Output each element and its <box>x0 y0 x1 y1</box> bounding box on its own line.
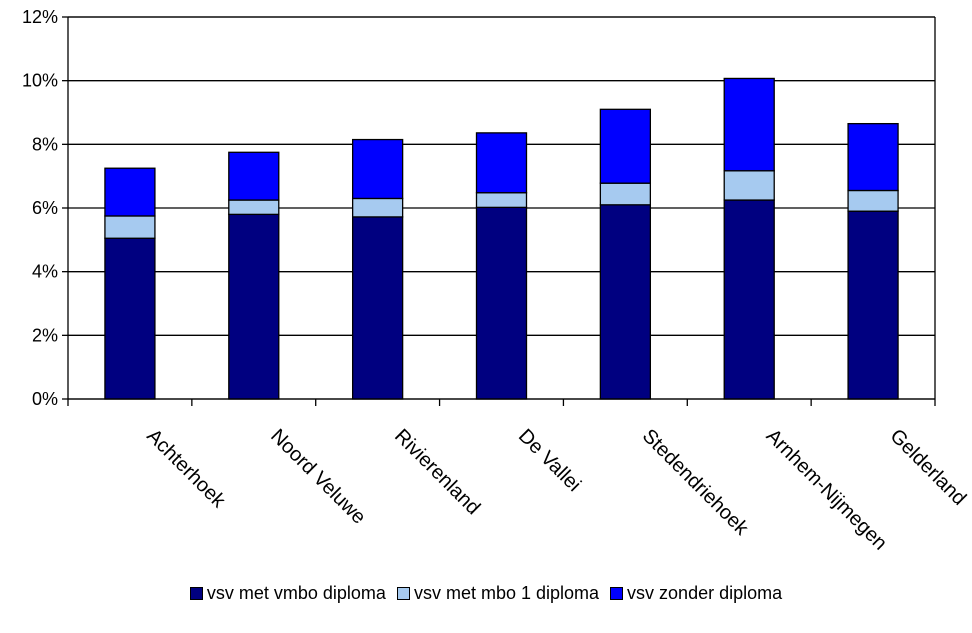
legend: vsv met vmbo diploma vsv met mbo 1 diplo… <box>0 583 972 605</box>
bar-segment <box>723 170 775 201</box>
bar-segment <box>475 206 528 400</box>
y-tick-label: 12% <box>22 7 58 27</box>
bar-segment <box>228 199 280 216</box>
y-tick-labels: 0% 2% 4% 6% 8% 10% 12% <box>22 7 58 409</box>
bar-segment <box>228 213 280 400</box>
bars <box>104 77 899 400</box>
x-tick-labels: Achterhoek Noord Veluwe Rivierenland De Val… <box>142 425 970 555</box>
y-tick-label: 8% <box>32 134 58 154</box>
y-tick-label: 6% <box>32 198 58 218</box>
y-tick-label: 10% <box>22 71 58 91</box>
y-tick-label: 0% <box>32 389 58 409</box>
y-tick-label: 2% <box>32 325 58 345</box>
bar-segment <box>104 167 156 217</box>
bar-segment <box>599 182 652 206</box>
x-tick-label: Arnhem-Nijmegen <box>762 425 892 555</box>
legend-swatch-zonder <box>610 587 624 600</box>
bar-segment <box>104 215 156 239</box>
legend-item-mbo1: vsv met mbo 1 diploma <box>396 583 600 604</box>
legend-item-zonder: vsv zonder diploma <box>610 583 782 604</box>
x-tick-label: Stedendriehoek <box>638 425 753 540</box>
bar-segment <box>228 151 280 201</box>
bar-segment <box>847 189 899 212</box>
bar-segment <box>723 77 775 172</box>
legend-label-vmbo: vsv met vmbo diploma <box>206 583 386 603</box>
legend-label-mbo1: vsv met mbo 1 diploma <box>413 583 600 603</box>
bar-segment <box>351 138 404 200</box>
bar-segment <box>475 192 528 209</box>
axes <box>62 16 936 406</box>
bar-segment <box>475 132 528 194</box>
x-tick-label: Rivierenland <box>390 425 484 519</box>
legend-swatch-vmbo <box>189 587 203 600</box>
y-tick-label: 4% <box>32 262 58 282</box>
legend-swatch-mbo1 <box>396 587 410 600</box>
bar-segment <box>847 210 899 400</box>
bar-segment <box>599 108 652 184</box>
bar-segment <box>351 216 404 400</box>
bar-segment <box>847 122 899 192</box>
bar-segment <box>599 204 652 400</box>
x-tick-label: De Vallei <box>514 425 585 496</box>
x-tick-label: Gelderland <box>886 425 971 510</box>
x-tick-label: Noord Veluwe <box>266 425 370 529</box>
bar-segment <box>104 237 156 400</box>
bar-segment <box>723 199 775 400</box>
legend-label-zonder: vsv zonder diploma <box>627 583 783 603</box>
bar-segment <box>351 197 404 218</box>
legend-item-vmbo: vsv met vmbo diploma <box>189 583 386 604</box>
x-tick-label: Achterhoek <box>142 425 230 513</box>
